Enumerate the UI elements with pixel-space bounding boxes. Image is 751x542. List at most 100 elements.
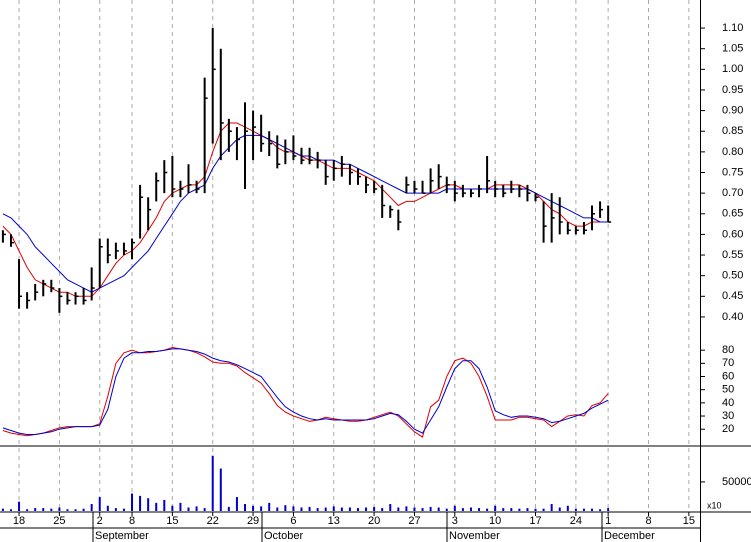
volume-bar <box>66 509 69 511</box>
volume-bar <box>356 508 359 511</box>
volume-bar <box>139 495 142 511</box>
volume-bar <box>478 508 481 511</box>
volume-bar <box>195 506 198 511</box>
volume-bar <box>461 508 464 511</box>
volume-bar <box>211 455 214 511</box>
volume-bar <box>227 506 230 511</box>
y-tick-label: 1.10 <box>722 22 743 34</box>
y-tick-label: 0.80 <box>722 146 743 158</box>
x-tick-label: 15 <box>683 515 695 527</box>
volume-bar <box>526 508 529 511</box>
y-tick-label: 0.70 <box>722 187 743 199</box>
volume-bar <box>607 508 610 511</box>
x-tick-label: 6 <box>290 515 296 527</box>
volume-bar <box>42 508 45 511</box>
x-tick-label: 27 <box>408 515 420 527</box>
volume-bar <box>163 499 166 511</box>
volume-bar <box>534 508 537 511</box>
volume-bar <box>566 505 569 511</box>
y-tick-label: 70 <box>722 357 734 369</box>
volume-bar <box>494 505 497 511</box>
volume-bar <box>348 507 351 511</box>
volume-bar <box>18 501 21 511</box>
volume-bar <box>373 506 376 511</box>
y-tick-label: 50 <box>722 384 734 396</box>
volume-bar <box>235 497 238 511</box>
x-tick-label: 24 <box>570 515 582 527</box>
y-tick-label: 0.75 <box>722 166 743 178</box>
volume-bar <box>502 508 505 511</box>
volume-bar <box>122 508 125 511</box>
volume-bar <box>187 507 190 511</box>
y-tick-label: 80 <box>722 344 734 356</box>
volume-bar <box>147 498 150 511</box>
volume-bar <box>292 506 295 511</box>
volume-bar <box>582 508 585 511</box>
x-tick-label: 3 <box>452 515 458 527</box>
volume-bar <box>413 507 416 511</box>
volume-bar <box>469 507 472 511</box>
multiplier-label: x10 <box>707 500 722 510</box>
x-tick-label: 25 <box>53 515 65 527</box>
y-tick-label: 0.65 <box>722 208 743 220</box>
volume-bar <box>332 506 335 511</box>
volume-bar <box>203 508 206 511</box>
volume-bar <box>268 502 271 511</box>
y-tick-label: 30 <box>722 410 734 422</box>
volume-bar <box>405 506 408 511</box>
volume-bar <box>90 504 93 511</box>
volume-bar <box>9 509 12 511</box>
x-tick-label: 20 <box>368 515 380 527</box>
x-tick-label: 2 <box>97 515 103 527</box>
line-series <box>2 346 609 438</box>
volume-bar <box>389 504 392 511</box>
volume-bar <box>445 508 448 511</box>
y-tick-label: 50000 <box>722 476 751 488</box>
x-tick-label: 13 <box>328 515 340 527</box>
volume-bar <box>550 504 553 511</box>
y-tick-label: 1.05 <box>722 43 743 55</box>
x-tick-label: 8 <box>129 515 135 527</box>
volume-bar <box>131 493 134 511</box>
month-label: September <box>95 530 149 542</box>
month-label: November <box>449 530 500 542</box>
line-series <box>2 122 609 297</box>
y-tick-label: 1.00 <box>722 63 743 75</box>
volume-bar <box>340 507 343 511</box>
volume-bar <box>300 507 303 511</box>
y-tick-label: 0.40 <box>722 311 743 323</box>
line-series <box>2 134 609 293</box>
volume-bar <box>82 508 85 511</box>
volume-bar <box>381 508 384 511</box>
volume-bar <box>486 508 489 511</box>
volume-bar <box>114 508 117 511</box>
y-tick-label: 0.85 <box>722 125 743 137</box>
volume-bar <box>179 502 182 511</box>
y-tick-label: 0.90 <box>722 105 743 117</box>
volume-bar <box>219 468 222 511</box>
volume-bar <box>308 506 311 511</box>
y-tick-label: 0.45 <box>722 290 743 302</box>
volume-bar <box>591 508 594 511</box>
volume-bar <box>244 504 246 511</box>
y-tick-label: 0.95 <box>722 84 743 96</box>
x-tick-label: 22 <box>207 515 219 527</box>
x-tick-label: 15 <box>166 515 178 527</box>
volume-bar <box>260 506 263 511</box>
volume-bar <box>26 509 29 511</box>
volume-bar <box>74 509 77 511</box>
volume-bar <box>397 507 400 511</box>
volume-bar <box>518 508 521 511</box>
volume-bar <box>574 508 577 511</box>
volume-bar <box>98 497 101 511</box>
y-tick-label: 0.55 <box>722 249 743 261</box>
volume-bar <box>50 508 53 511</box>
y-tick-label: 40 <box>722 397 734 409</box>
volume-bar <box>276 507 279 511</box>
x-tick-label: 29 <box>247 515 259 527</box>
volume-bar <box>252 505 255 511</box>
volume-bar <box>316 508 319 511</box>
x-tick-label: 17 <box>529 515 541 527</box>
